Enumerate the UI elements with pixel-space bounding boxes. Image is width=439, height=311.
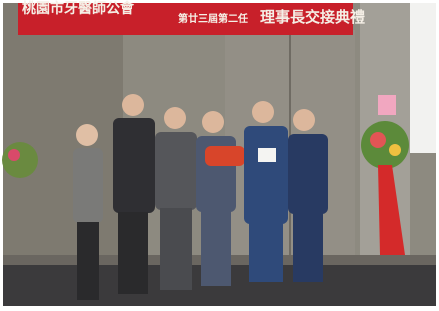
legs [249, 222, 283, 282]
legs [160, 208, 192, 290]
page: {"banner": {"left_text": "桃園市牙醫師公會", "te… [0, 0, 439, 311]
legs [118, 212, 148, 294]
head [252, 101, 274, 123]
person [113, 118, 155, 213]
head [293, 109, 315, 131]
person [244, 126, 288, 224]
head [122, 94, 144, 116]
flowers-left [2, 142, 38, 178]
person [155, 132, 197, 210]
banner-term-text: 第廿三屆第二任 [178, 12, 248, 25]
head [202, 111, 224, 133]
person [73, 148, 103, 223]
flower [370, 132, 386, 148]
person [288, 134, 328, 214]
banner-right-text: 理事長交接典禮 [260, 8, 365, 26]
flowers-right [361, 121, 409, 169]
flower [8, 149, 20, 161]
legs [293, 212, 323, 282]
photo: 桃園市牙醫師公會 第廿三屆第二任 理事長交接典禮 [0, 0, 439, 311]
head [164, 107, 186, 129]
screen [410, 3, 436, 153]
legs [77, 222, 99, 300]
head [76, 124, 98, 146]
certificate [258, 148, 276, 162]
legs [201, 210, 231, 286]
flower [389, 144, 401, 156]
banner-left-text: 桃園市牙醫師公會 [22, 0, 135, 17]
wall-panel [3, 3, 123, 273]
flower-tag [378, 95, 396, 115]
plaque [205, 146, 245, 166]
